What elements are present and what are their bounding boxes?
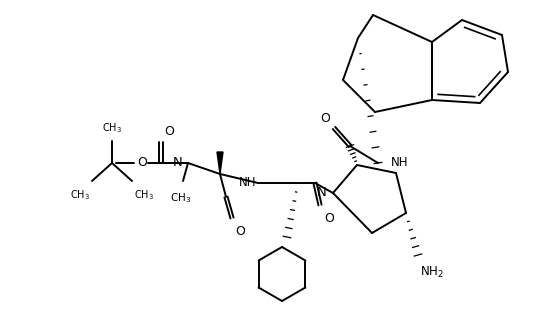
Text: O: O [324,212,334,225]
Text: CH$_3$: CH$_3$ [134,188,154,202]
Text: NH: NH [239,176,256,190]
Text: O: O [137,156,147,170]
Text: N: N [173,156,183,170]
Text: CH$_3$: CH$_3$ [170,191,192,205]
Polygon shape [217,152,223,174]
Text: CH$_3$: CH$_3$ [70,188,90,202]
Text: CH$_3$: CH$_3$ [102,121,122,135]
Text: N: N [316,187,326,199]
Text: O: O [320,112,330,125]
Text: NH: NH [391,155,408,169]
Text: O: O [235,225,245,238]
Text: O: O [164,125,174,138]
Text: NH$_2$: NH$_2$ [420,265,444,280]
